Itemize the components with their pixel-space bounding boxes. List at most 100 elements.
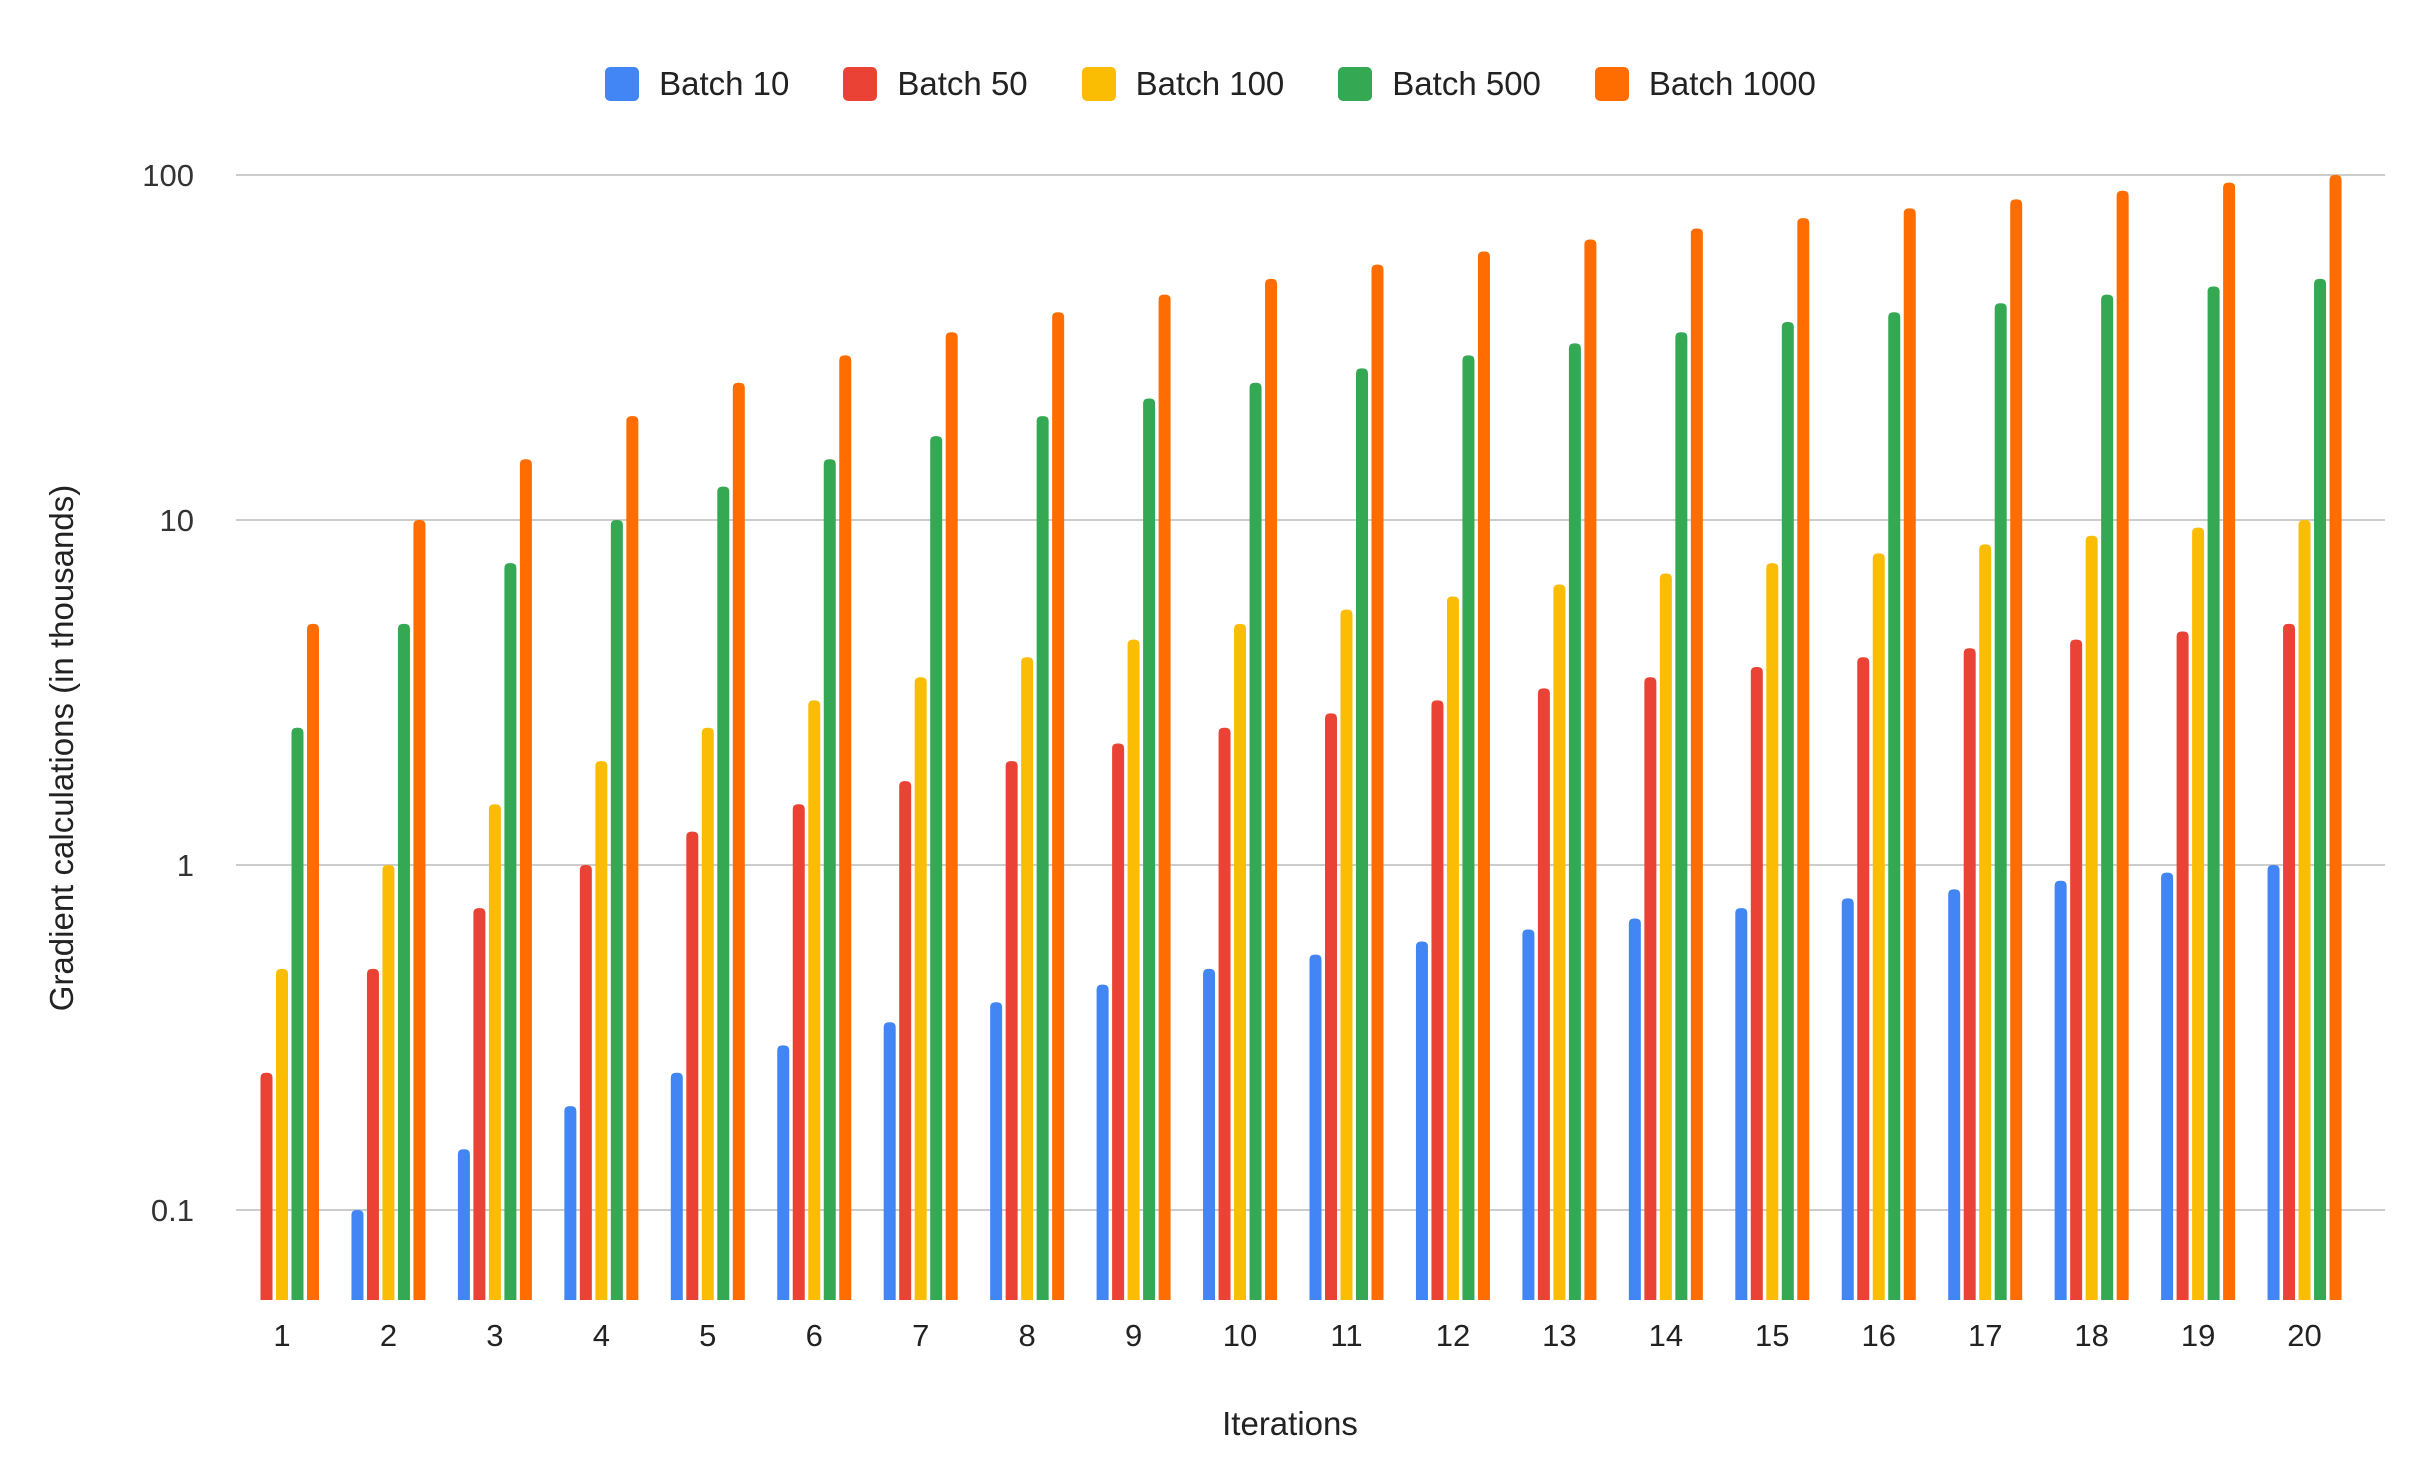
bar-batch-50-iter-19[interactable] (2176, 631, 2189, 1300)
bar-batch-1000-iter-19[interactable] (2223, 182, 2236, 1301)
bar-batch-1000-iter-9[interactable] (1158, 294, 1171, 1300)
bar-batch-1000-iter-4[interactable] (626, 416, 639, 1300)
bar-batch-500-iter-16[interactable] (1888, 312, 1901, 1300)
bar-batch-10-iter-19[interactable] (2161, 872, 2174, 1300)
bar-batch-1000-iter-3[interactable] (519, 459, 532, 1300)
bar-batch-1000-iter-1[interactable] (307, 623, 319, 1300)
bar-batch-500-iter-5[interactable] (717, 486, 730, 1300)
bar-batch-100-iter-3[interactable] (488, 804, 501, 1300)
bar-batch-500-iter-1[interactable] (291, 727, 304, 1300)
bar-batch-50-iter-18[interactable] (2070, 639, 2083, 1300)
bar-batch-50-iter-2[interactable] (366, 968, 379, 1300)
bar-batch-50-iter-14[interactable] (1644, 677, 1657, 1300)
bar-batch-1000-iter-16[interactable] (1903, 208, 1916, 1300)
bar-batch-500-iter-17[interactable] (1994, 303, 2007, 1300)
bar-batch-10-iter-6[interactable] (777, 1045, 790, 1300)
bar-batch-500-iter-12[interactable] (1462, 355, 1475, 1300)
bar-batch-500-iter-20[interactable] (2314, 278, 2327, 1300)
bar-batch-1000-iter-8[interactable] (1052, 312, 1065, 1300)
bar-batch-500-iter-10[interactable] (1249, 382, 1262, 1300)
bar-batch-10-iter-5[interactable] (670, 1072, 683, 1300)
bar-batch-50-iter-5[interactable] (686, 831, 699, 1300)
bar-batch-10-iter-3[interactable] (457, 1149, 470, 1300)
legend-item-batch-10[interactable]: Batch 10 (605, 65, 789, 103)
bar-batch-100-iter-9[interactable] (1127, 639, 1140, 1300)
bar-batch-10-iter-2[interactable] (351, 1210, 364, 1300)
bar-batch-10-iter-11[interactable] (1309, 954, 1322, 1300)
bar-batch-1000-iter-2[interactable] (413, 520, 426, 1300)
bar-batch-100-iter-1[interactable] (276, 968, 288, 1300)
bar-batch-10-iter-13[interactable] (1522, 929, 1535, 1300)
bar-batch-50-iter-3[interactable] (473, 908, 486, 1300)
bar-batch-1000-iter-11[interactable] (1371, 264, 1384, 1301)
bar-batch-50-iter-16[interactable] (1857, 657, 1870, 1300)
bar-batch-100-iter-2[interactable] (382, 865, 395, 1300)
bar-batch-100-iter-5[interactable] (701, 727, 714, 1300)
bar-batch-50-iter-1[interactable] (260, 1072, 273, 1300)
bar-batch-500-iter-4[interactable] (610, 520, 623, 1300)
bar-batch-500-iter-8[interactable] (1036, 416, 1049, 1300)
bar-batch-10-iter-18[interactable] (2054, 880, 2067, 1300)
bar-batch-500-iter-19[interactable] (2207, 286, 2220, 1300)
bar-batch-100-iter-12[interactable] (1446, 596, 1459, 1300)
bar-batch-10-iter-7[interactable] (883, 1022, 896, 1300)
bar-batch-500-iter-7[interactable] (930, 436, 943, 1301)
bar-batch-50-iter-20[interactable] (2283, 623, 2296, 1300)
bar-batch-500-iter-9[interactable] (1143, 398, 1156, 1300)
bar-batch-50-iter-8[interactable] (1005, 761, 1018, 1300)
bar-batch-1000-iter-20[interactable] (2329, 175, 2342, 1300)
bar-batch-50-iter-6[interactable] (792, 804, 805, 1300)
bar-batch-100-iter-17[interactable] (1979, 544, 1992, 1300)
bar-batch-1000-iter-6[interactable] (839, 355, 852, 1300)
bar-batch-100-iter-11[interactable] (1340, 609, 1353, 1300)
bar-batch-1000-iter-7[interactable] (945, 332, 958, 1301)
bar-batch-100-iter-6[interactable] (808, 700, 821, 1300)
bar-batch-100-iter-14[interactable] (1659, 573, 1672, 1300)
legend-item-batch-1000[interactable]: Batch 1000 (1594, 65, 1816, 103)
bar-batch-1000-iter-17[interactable] (2010, 199, 2023, 1300)
bar-batch-500-iter-13[interactable] (1568, 343, 1581, 1300)
bar-batch-50-iter-12[interactable] (1431, 700, 1444, 1300)
bar-batch-50-iter-17[interactable] (1963, 648, 1976, 1300)
bar-batch-50-iter-4[interactable] (579, 865, 592, 1300)
bar-batch-1000-iter-12[interactable] (1477, 251, 1490, 1300)
bar-batch-10-iter-9[interactable] (1096, 984, 1109, 1300)
bar-batch-10-iter-4[interactable] (564, 1106, 577, 1300)
bar-batch-1000-iter-5[interactable] (732, 382, 745, 1300)
bar-batch-500-iter-15[interactable] (1781, 321, 1794, 1300)
bar-batch-100-iter-4[interactable] (595, 761, 608, 1300)
bar-batch-100-iter-7[interactable] (914, 677, 927, 1300)
bar-batch-50-iter-13[interactable] (1537, 688, 1550, 1300)
bar-batch-100-iter-15[interactable] (1766, 563, 1779, 1300)
bar-batch-100-iter-19[interactable] (2192, 527, 2205, 1300)
bar-batch-1000-iter-10[interactable] (1265, 278, 1278, 1300)
bar-batch-10-iter-8[interactable] (990, 1002, 1003, 1300)
bar-batch-50-iter-9[interactable] (1112, 743, 1125, 1300)
bar-batch-10-iter-12[interactable] (1415, 941, 1428, 1300)
bar-batch-1000-iter-18[interactable] (2116, 190, 2129, 1300)
bar-batch-50-iter-11[interactable] (1325, 713, 1337, 1300)
bar-batch-100-iter-13[interactable] (1553, 584, 1566, 1300)
bar-batch-50-iter-15[interactable] (1750, 666, 1763, 1300)
bar-batch-10-iter-17[interactable] (1948, 889, 1961, 1300)
bar-batch-1000-iter-15[interactable] (1797, 218, 1810, 1300)
bar-batch-10-iter-16[interactable] (1841, 898, 1854, 1300)
bar-batch-500-iter-2[interactable] (397, 623, 410, 1300)
bar-batch-10-iter-14[interactable] (1628, 918, 1641, 1300)
legend-item-batch-100[interactable]: Batch 100 (1081, 65, 1284, 103)
bar-batch-10-iter-10[interactable] (1203, 968, 1216, 1300)
bar-batch-500-iter-18[interactable] (2101, 294, 2114, 1300)
bar-batch-500-iter-14[interactable] (1675, 332, 1688, 1301)
bar-batch-100-iter-10[interactable] (1234, 623, 1247, 1300)
bar-batch-10-iter-15[interactable] (1735, 908, 1748, 1300)
legend-item-batch-50[interactable]: Batch 50 (843, 65, 1028, 103)
bar-batch-50-iter-10[interactable] (1218, 727, 1231, 1300)
bar-batch-500-iter-11[interactable] (1356, 368, 1368, 1301)
bar-batch-100-iter-20[interactable] (2298, 520, 2311, 1300)
bar-batch-50-iter-7[interactable] (899, 781, 912, 1300)
bar-batch-500-iter-6[interactable] (823, 459, 836, 1300)
legend-item-batch-500[interactable]: Batch 500 (1338, 65, 1541, 103)
bar-batch-10-iter-20[interactable] (2267, 865, 2280, 1300)
bar-batch-100-iter-8[interactable] (1021, 657, 1034, 1300)
bar-batch-100-iter-16[interactable] (1872, 553, 1885, 1300)
